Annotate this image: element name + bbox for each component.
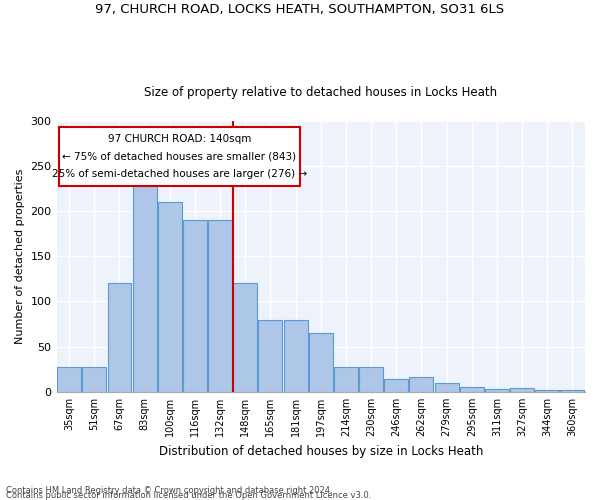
Bar	[434, 383, 458, 392]
Text: 97, CHURCH ROAD, LOCKS HEATH, SOUTHAMPTON, SO31 6LS: 97, CHURCH ROAD, LOCKS HEATH, SOUTHAMPTO…	[95, 2, 505, 16]
Bar	[309, 333, 333, 392]
Bar	[485, 389, 509, 392]
Bar	[107, 284, 131, 392]
Bar	[334, 366, 358, 392]
Bar	[208, 220, 232, 392]
Bar	[535, 390, 559, 392]
Bar	[82, 366, 106, 392]
Bar	[284, 320, 308, 392]
FancyBboxPatch shape	[59, 128, 299, 186]
X-axis label: Distribution of detached houses by size in Locks Heath: Distribution of detached houses by size …	[158, 444, 483, 458]
Text: Contains public sector information licensed under the Open Government Licence v3: Contains public sector information licen…	[6, 491, 371, 500]
Text: ← 75% of detached houses are smaller (843): ← 75% of detached houses are smaller (84…	[62, 152, 296, 162]
Title: Size of property relative to detached houses in Locks Heath: Size of property relative to detached ho…	[144, 86, 497, 98]
Bar	[133, 183, 157, 392]
Bar	[57, 366, 81, 392]
Bar	[233, 284, 257, 392]
Bar	[510, 388, 534, 392]
Bar	[158, 202, 182, 392]
Bar	[460, 386, 484, 392]
Y-axis label: Number of detached properties: Number of detached properties	[15, 168, 25, 344]
Text: 97 CHURCH ROAD: 140sqm: 97 CHURCH ROAD: 140sqm	[108, 134, 251, 144]
Bar	[183, 220, 207, 392]
Bar	[560, 390, 584, 392]
Text: 25% of semi-detached houses are larger (276) →: 25% of semi-detached houses are larger (…	[52, 169, 307, 179]
Bar	[259, 320, 283, 392]
Bar	[409, 376, 433, 392]
Text: Contains HM Land Registry data © Crown copyright and database right 2024.: Contains HM Land Registry data © Crown c…	[6, 486, 332, 495]
Bar	[359, 366, 383, 392]
Bar	[385, 380, 408, 392]
